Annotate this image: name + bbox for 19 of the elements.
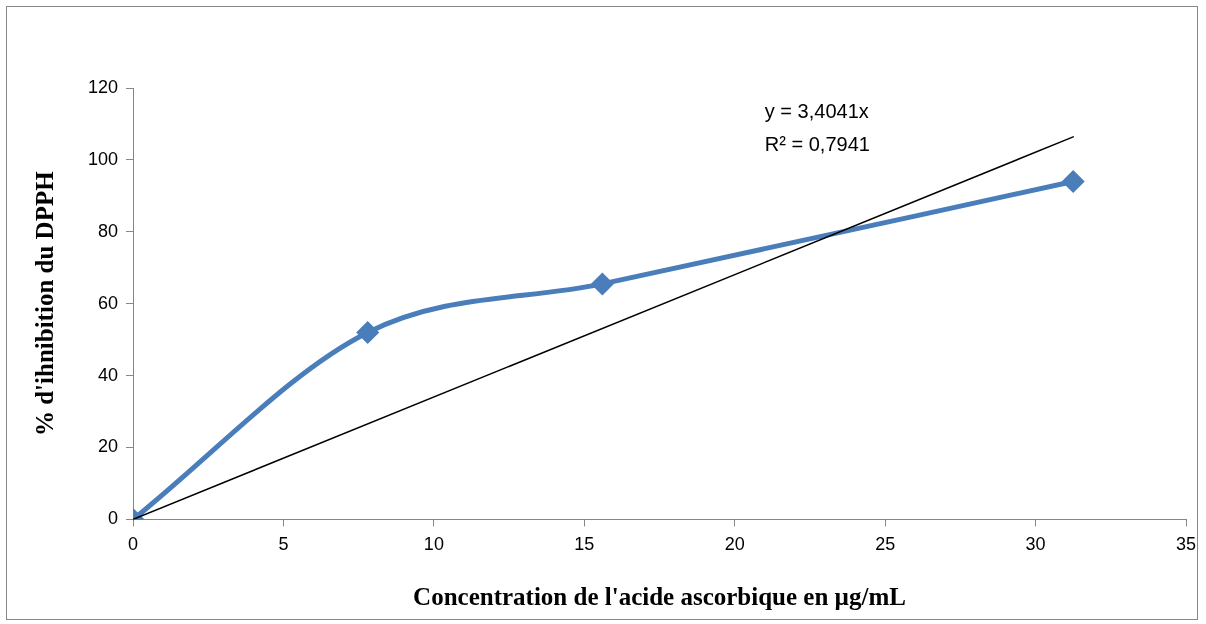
y-tick-label: 0 — [108, 508, 119, 529]
x-tick-label: 0 — [128, 534, 139, 555]
y-tick-label: 120 — [87, 76, 119, 97]
x-tick-label: 10 — [423, 534, 444, 555]
y-tick-label: 80 — [98, 220, 119, 241]
x-tick-label: 30 — [1025, 534, 1046, 555]
x-tick-label: 5 — [278, 534, 289, 555]
annotation: R² = 0,7941 — [764, 132, 870, 155]
x-tick-label: 20 — [724, 534, 745, 555]
y-tick-label: 60 — [98, 292, 119, 313]
y-tick-label: 40 — [98, 364, 119, 385]
x-axis-title: Concentration de l'acide ascorbique en µg/mL — [413, 583, 906, 611]
annotation: y = 3,4041x — [764, 99, 869, 122]
y-tick-label: 20 — [98, 436, 119, 457]
y-axis-title: % d'ihnibition du DPPH — [31, 170, 59, 437]
x-tick-label: 25 — [875, 534, 896, 555]
y-tick-label: 100 — [87, 148, 119, 169]
x-tick-label: 15 — [574, 534, 595, 555]
x-tick-label: 35 — [1175, 534, 1197, 555]
